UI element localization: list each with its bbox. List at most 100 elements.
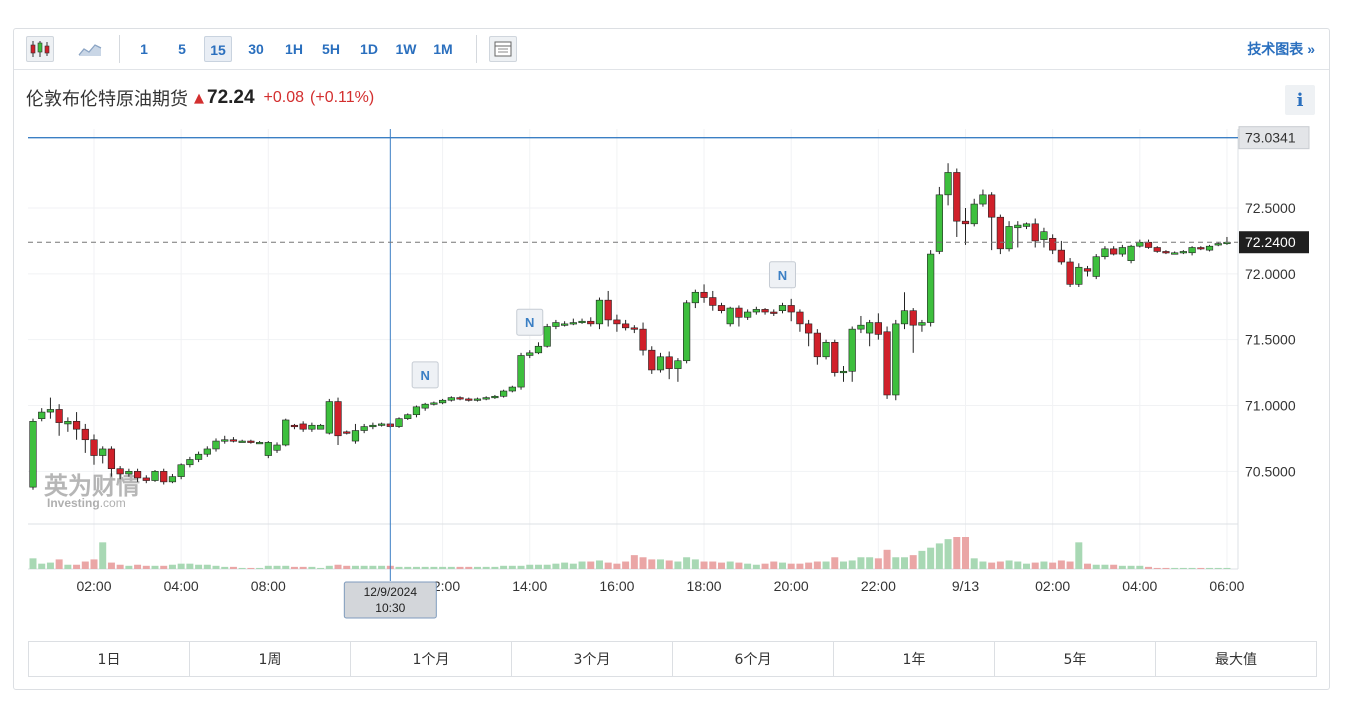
timeframe-button-0[interactable]: 1日 xyxy=(29,642,190,676)
volume-bar xyxy=(160,565,168,569)
timeframe-button-3[interactable]: 3个月 xyxy=(512,642,673,676)
volume-bar xyxy=(1197,567,1205,569)
interval-button-1w[interactable]: 1W xyxy=(395,41,417,57)
volume-bar xyxy=(874,558,882,569)
candle xyxy=(961,220,970,225)
candle xyxy=(465,398,473,401)
candlestick-type-icon[interactable] xyxy=(26,36,54,62)
volume-bar xyxy=(229,566,237,569)
crosshair-date-label: 12/9/2024 xyxy=(364,585,418,599)
candle xyxy=(1092,256,1100,277)
candle xyxy=(1144,241,1153,248)
y-tick-label: 70.5000 xyxy=(1245,463,1296,479)
news-marker-box[interactable] xyxy=(768,261,796,289)
candle xyxy=(805,323,813,334)
interval-button-1d[interactable]: 1D xyxy=(360,41,378,57)
candle xyxy=(935,194,943,252)
candle xyxy=(831,341,839,373)
news-marker-box[interactable] xyxy=(411,361,439,389)
volume-bar xyxy=(691,559,699,569)
interval-button-1h[interactable]: 1H xyxy=(285,41,303,57)
y-tick-label: 71.5000 xyxy=(1245,332,1296,348)
candle xyxy=(953,172,961,222)
candle xyxy=(839,370,848,374)
crosshair-time-label: 10:30 xyxy=(375,601,405,615)
candle xyxy=(604,299,612,321)
news-marker-label[interactable]: N xyxy=(525,315,534,330)
current-price-label: 72.2400 xyxy=(1245,234,1296,250)
volume-bar xyxy=(142,565,150,569)
volume-bar xyxy=(883,549,891,569)
candle xyxy=(38,411,46,419)
timeframe-button-7[interactable]: 最大值 xyxy=(1215,652,1257,668)
candle xyxy=(1014,224,1022,229)
price-change: +0.08 xyxy=(263,89,305,106)
volume-bar xyxy=(778,562,786,569)
volume-bar xyxy=(1145,566,1153,569)
candle xyxy=(578,320,586,324)
volume-bar xyxy=(770,561,778,569)
interval-button-30[interactable]: 30 xyxy=(248,41,264,57)
interval-button-1m[interactable]: 1M xyxy=(433,41,453,57)
volume-bar xyxy=(1005,560,1013,569)
candle xyxy=(325,401,333,434)
last-price: 72.24 xyxy=(207,87,255,108)
instrument-header: 伦敦布伦特原油期货 ▲ 72.24 +0.08 (+0.11%) xyxy=(26,85,374,111)
volume-bar xyxy=(1223,567,1231,569)
interval-button-5[interactable]: 5 xyxy=(178,41,186,57)
timeframe-button-5[interactable]: 1年 xyxy=(834,642,995,676)
volume-bar xyxy=(587,561,595,569)
volume-bar xyxy=(970,558,978,569)
x-tick-label: 04:00 xyxy=(164,578,199,594)
news-marker-label[interactable]: N xyxy=(778,268,787,283)
news-marker[interactable]: N xyxy=(516,308,544,336)
news-marker[interactable]: N xyxy=(768,261,796,289)
volume-bar xyxy=(508,565,516,569)
interval-button-1[interactable]: 1 xyxy=(140,41,148,57)
volume-bar xyxy=(116,564,124,569)
candle xyxy=(46,409,55,413)
crosshair-price-label-box xyxy=(1238,126,1310,150)
timeframe-button-1[interactable]: 1周 xyxy=(190,642,351,676)
candle xyxy=(1127,245,1135,261)
candle xyxy=(726,307,734,325)
candle xyxy=(334,401,342,437)
interval-button-15[interactable]: 15 xyxy=(204,36,232,62)
candle xyxy=(517,355,525,388)
candle xyxy=(1083,268,1092,272)
candle xyxy=(90,439,98,456)
volume-bar xyxy=(351,565,359,569)
current-price-label-box xyxy=(1239,231,1309,254)
volume-bar xyxy=(656,559,664,569)
technical-chart-link[interactable]: 技术图表 » xyxy=(1247,41,1315,57)
candle xyxy=(360,426,368,431)
volume-bar xyxy=(412,566,420,569)
news-marker-box[interactable] xyxy=(516,308,544,336)
volume-bar xyxy=(299,566,307,569)
volume-bar xyxy=(491,566,499,569)
candle xyxy=(857,324,865,330)
candle xyxy=(500,390,508,397)
news-marker[interactable]: N xyxy=(411,361,439,389)
volume-bar xyxy=(290,566,298,569)
candle xyxy=(1005,226,1013,250)
candle xyxy=(569,322,577,325)
volume-bar xyxy=(744,563,752,569)
crosshair-time-label-box xyxy=(343,581,437,619)
volume-bar xyxy=(1075,542,1083,569)
info-icon[interactable]: i xyxy=(1285,85,1315,115)
volume-bar xyxy=(901,557,908,569)
candle xyxy=(927,253,935,323)
volume-bar xyxy=(787,563,795,569)
volume-bar xyxy=(212,565,220,569)
indicator-panel-icon[interactable] xyxy=(489,36,517,62)
volume-bar xyxy=(273,565,281,569)
news-marker-label[interactable]: N xyxy=(420,368,429,383)
timeframe-button-4[interactable]: 6个月 xyxy=(673,642,834,676)
timeframe-button-2[interactable]: 1个月 xyxy=(351,642,512,676)
timeframe-button-6[interactable]: 5年 xyxy=(995,642,1156,676)
area-chart-type-icon[interactable] xyxy=(76,36,104,62)
interval-button-5h[interactable]: 5H xyxy=(322,41,340,57)
candle xyxy=(439,399,447,404)
